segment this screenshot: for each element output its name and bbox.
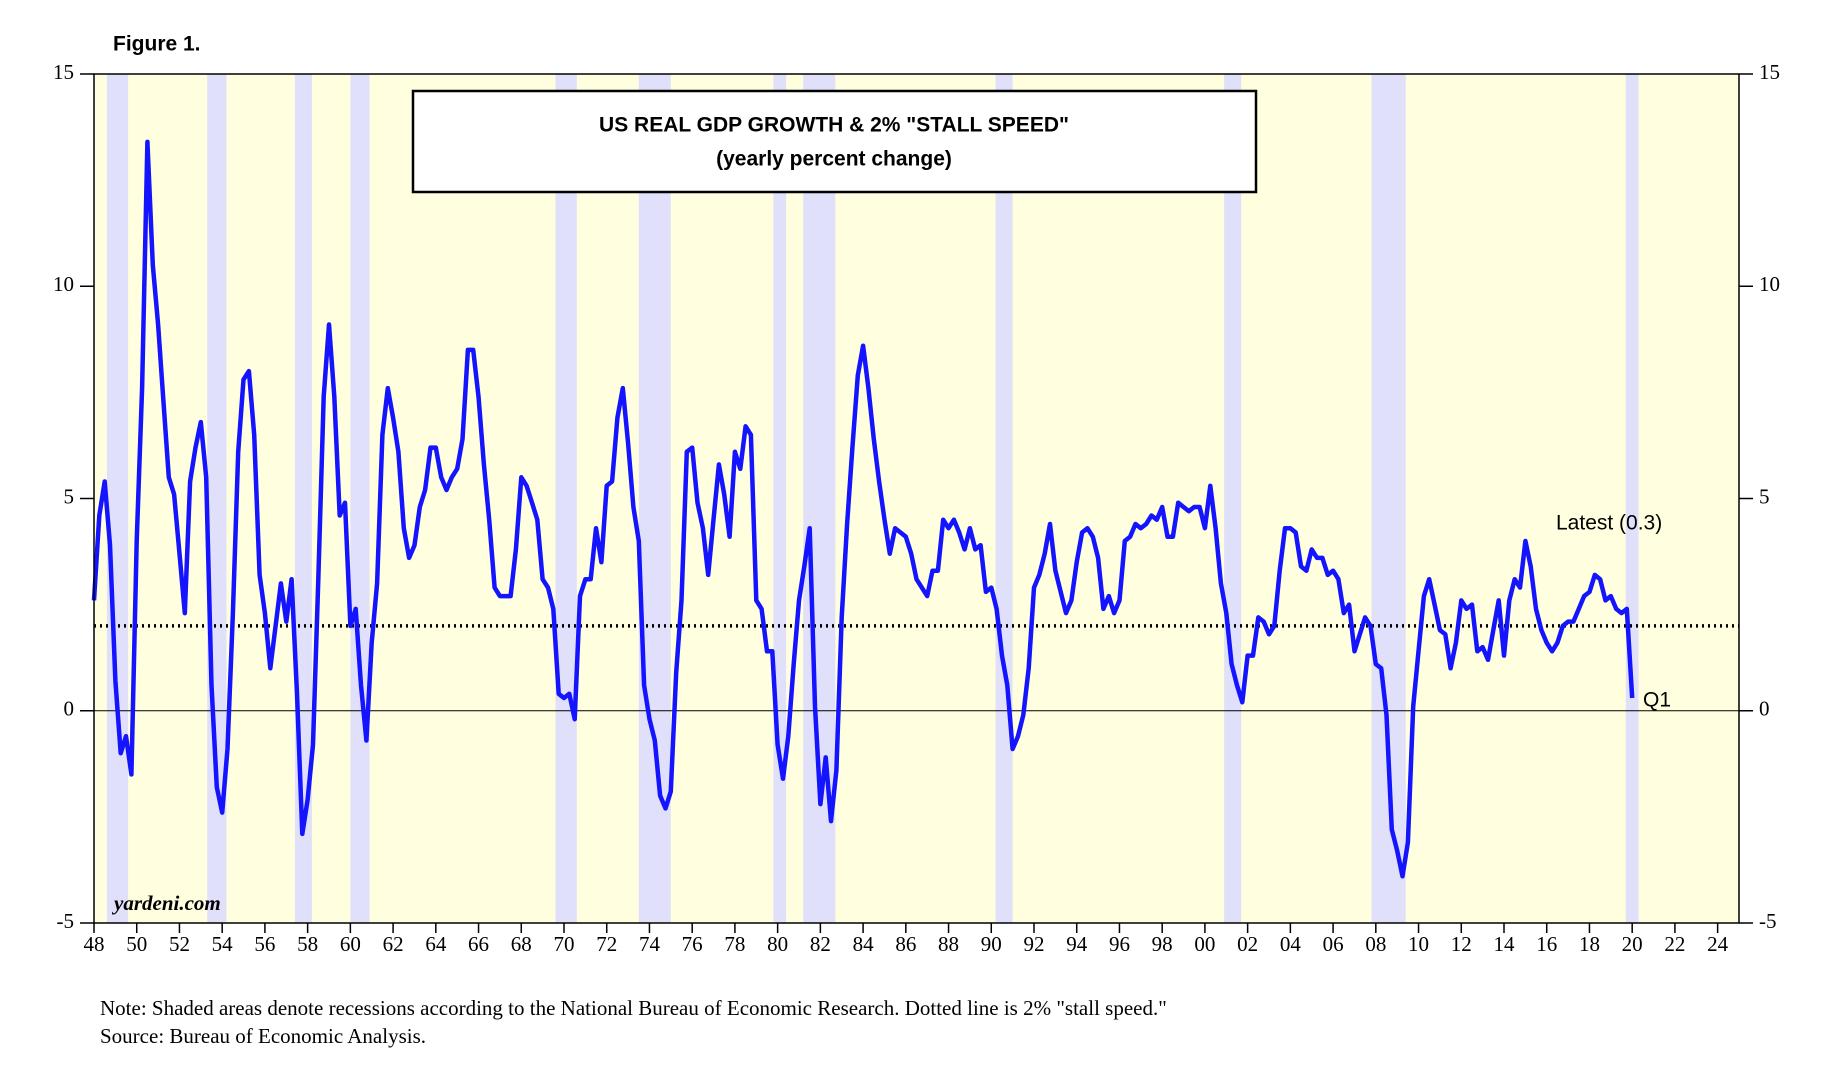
figure-label: Figure 1.	[113, 33, 201, 56]
recession-band	[555, 74, 577, 923]
y2-tick-label: 15	[1759, 60, 1780, 84]
x-tick-label: 96	[1109, 932, 1130, 956]
recession-band	[1625, 74, 1639, 923]
y2-tick-label: -5	[1759, 909, 1777, 933]
x-tick-label: 66	[468, 932, 489, 956]
site-label: yardeni.com	[111, 891, 221, 915]
y-tick-label: -5	[57, 909, 75, 933]
recession-band	[995, 74, 1013, 923]
latest-label: Latest (0.3)	[1556, 512, 1662, 535]
y-tick-label: 10	[53, 272, 74, 296]
last-period-label: Q1	[1643, 689, 1671, 712]
x-tick-label: 48	[84, 932, 105, 956]
chart-subtitle: (yearly percent change)	[716, 148, 952, 171]
x-tick-label: 98	[1152, 932, 1173, 956]
recession-band	[106, 74, 129, 923]
x-tick-label: 04	[1280, 932, 1302, 956]
x-tick-label: 82	[810, 932, 831, 956]
x-tick-label: 08	[1365, 932, 1386, 956]
x-tick-label: 50	[126, 932, 147, 956]
x-tick-label: 56	[254, 932, 275, 956]
x-tick-label: 12	[1451, 932, 1472, 956]
y2-tick-label: 0	[1759, 697, 1770, 721]
x-tick-label: 90	[981, 932, 1002, 956]
x-tick-label: 22	[1664, 932, 1685, 956]
x-tick-label: 60	[340, 932, 361, 956]
x-tick-label: 02	[1237, 932, 1258, 956]
x-tick-label: 24	[1707, 932, 1729, 956]
title-box	[411, 89, 1258, 194]
y-tick-label: 15	[53, 60, 74, 84]
x-tick-label: 64	[425, 932, 447, 956]
x-tick-label: 94	[1066, 932, 1088, 956]
x-tick-label: 54	[212, 932, 234, 956]
plot-frame	[93, 73, 1740, 924]
x-tick-label: 68	[511, 932, 532, 956]
y2-tick-label: 5	[1759, 484, 1770, 508]
x-tick-label: 86	[895, 932, 916, 956]
recession-band	[773, 74, 787, 923]
x-tick-label: 76	[682, 932, 703, 956]
y2-tick-label: 10	[1759, 272, 1780, 296]
x-tick-label: 80	[767, 932, 788, 956]
chart-title: US REAL GDP GROWTH & 2% "STALL SPEED"	[599, 114, 1069, 137]
x-tick-label: 74	[639, 932, 661, 956]
y-tick-label: 0	[64, 697, 75, 721]
x-tick-label: 06	[1323, 932, 1344, 956]
x-tick-label: 00	[1194, 932, 1215, 956]
x-tick-label: 88	[938, 932, 959, 956]
x-tick-label: 72	[596, 932, 617, 956]
x-tick-label: 92	[1024, 932, 1045, 956]
source-note: Source: Bureau of Economic Analysis.	[100, 1024, 426, 1048]
x-tick-label: 14	[1494, 932, 1516, 956]
line-layer	[91, 139, 1739, 879]
x-tick-label: 62	[383, 932, 404, 956]
x-tick-label: 84	[853, 932, 875, 956]
x-tick-label: 20	[1622, 932, 1643, 956]
gdp-line	[91, 139, 1635, 879]
y-tick-label: 5	[64, 484, 75, 508]
x-tick-label: 52	[169, 932, 190, 956]
x-tick-label: 78	[724, 932, 745, 956]
recession-band	[638, 74, 671, 923]
x-tick-label: 18	[1579, 932, 1600, 956]
x-tick-label: 10	[1408, 932, 1429, 956]
note: Note: Shaded areas denote recessions acc…	[100, 996, 1167, 1020]
recession-band	[1224, 74, 1242, 923]
x-tick-label: 70	[554, 932, 575, 956]
x-tick-label: 16	[1536, 932, 1557, 956]
x-tick-label: 58	[297, 932, 318, 956]
recession-band	[350, 74, 370, 923]
